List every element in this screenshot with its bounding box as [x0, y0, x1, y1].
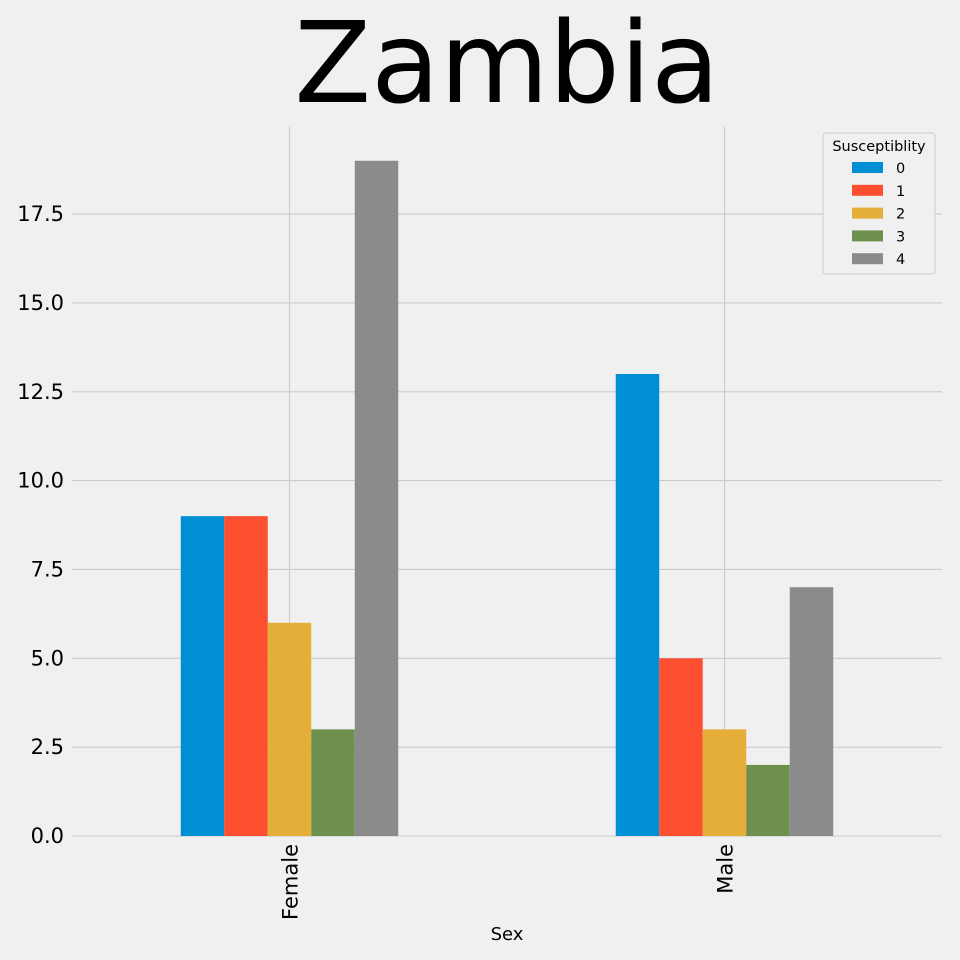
x-axis-ticks: Female Male: [279, 844, 738, 920]
chart-title: Zambia: [294, 0, 719, 129]
bar-female-2: [267, 622, 312, 836]
bar-female-1: [224, 516, 268, 836]
x-axis-label: Sex: [491, 924, 524, 945]
legend-swatch-2: [852, 207, 883, 219]
legend-frame: [822, 132, 936, 275]
legend-swatch-0: [852, 162, 883, 173]
legend-label-4: 4: [896, 252, 905, 268]
y-tick-label: 0.0: [31, 824, 64, 848]
legend-title: Susceptiblity: [832, 139, 926, 155]
bars: [180, 160, 834, 836]
y-tick-label: 5.0: [31, 646, 64, 670]
y-tick-label: 12.5: [17, 380, 64, 404]
legend-swatch-3: [852, 230, 883, 242]
legend-swatch-4: [852, 253, 883, 265]
y-tick-label: 7.5: [31, 557, 64, 581]
legend-label-3: 3: [896, 229, 905, 245]
bar-male-3: [746, 764, 790, 836]
legend-label-2: 2: [896, 207, 905, 223]
bar-male-2: [702, 729, 747, 836]
y-tick-label: 2.5: [31, 735, 64, 759]
bar-female-3: [311, 729, 355, 836]
y-tick-label: 15.0: [17, 291, 64, 315]
legend-label-0: 0: [896, 161, 905, 177]
legend-swatch-1: [852, 184, 883, 196]
legend-label-1: 1: [896, 184, 905, 200]
bar-male-0: [615, 373, 660, 836]
x-tick-label: Male: [714, 844, 738, 894]
y-axis-ticks: 0.0 2.5 5.0 7.5 10.0 12.5 15.0 17.5: [17, 202, 64, 848]
bar-male-4: [789, 587, 834, 836]
y-tick-label: 10.0: [17, 469, 64, 493]
bar-female-4: [354, 160, 399, 836]
legend: Susceptiblity 0 1 2 3 4: [822, 132, 936, 275]
bar-male-1: [659, 658, 703, 836]
x-tick-label: Female: [279, 844, 303, 920]
bar-female-0: [180, 516, 225, 836]
y-tick-label: 17.5: [17, 202, 64, 226]
